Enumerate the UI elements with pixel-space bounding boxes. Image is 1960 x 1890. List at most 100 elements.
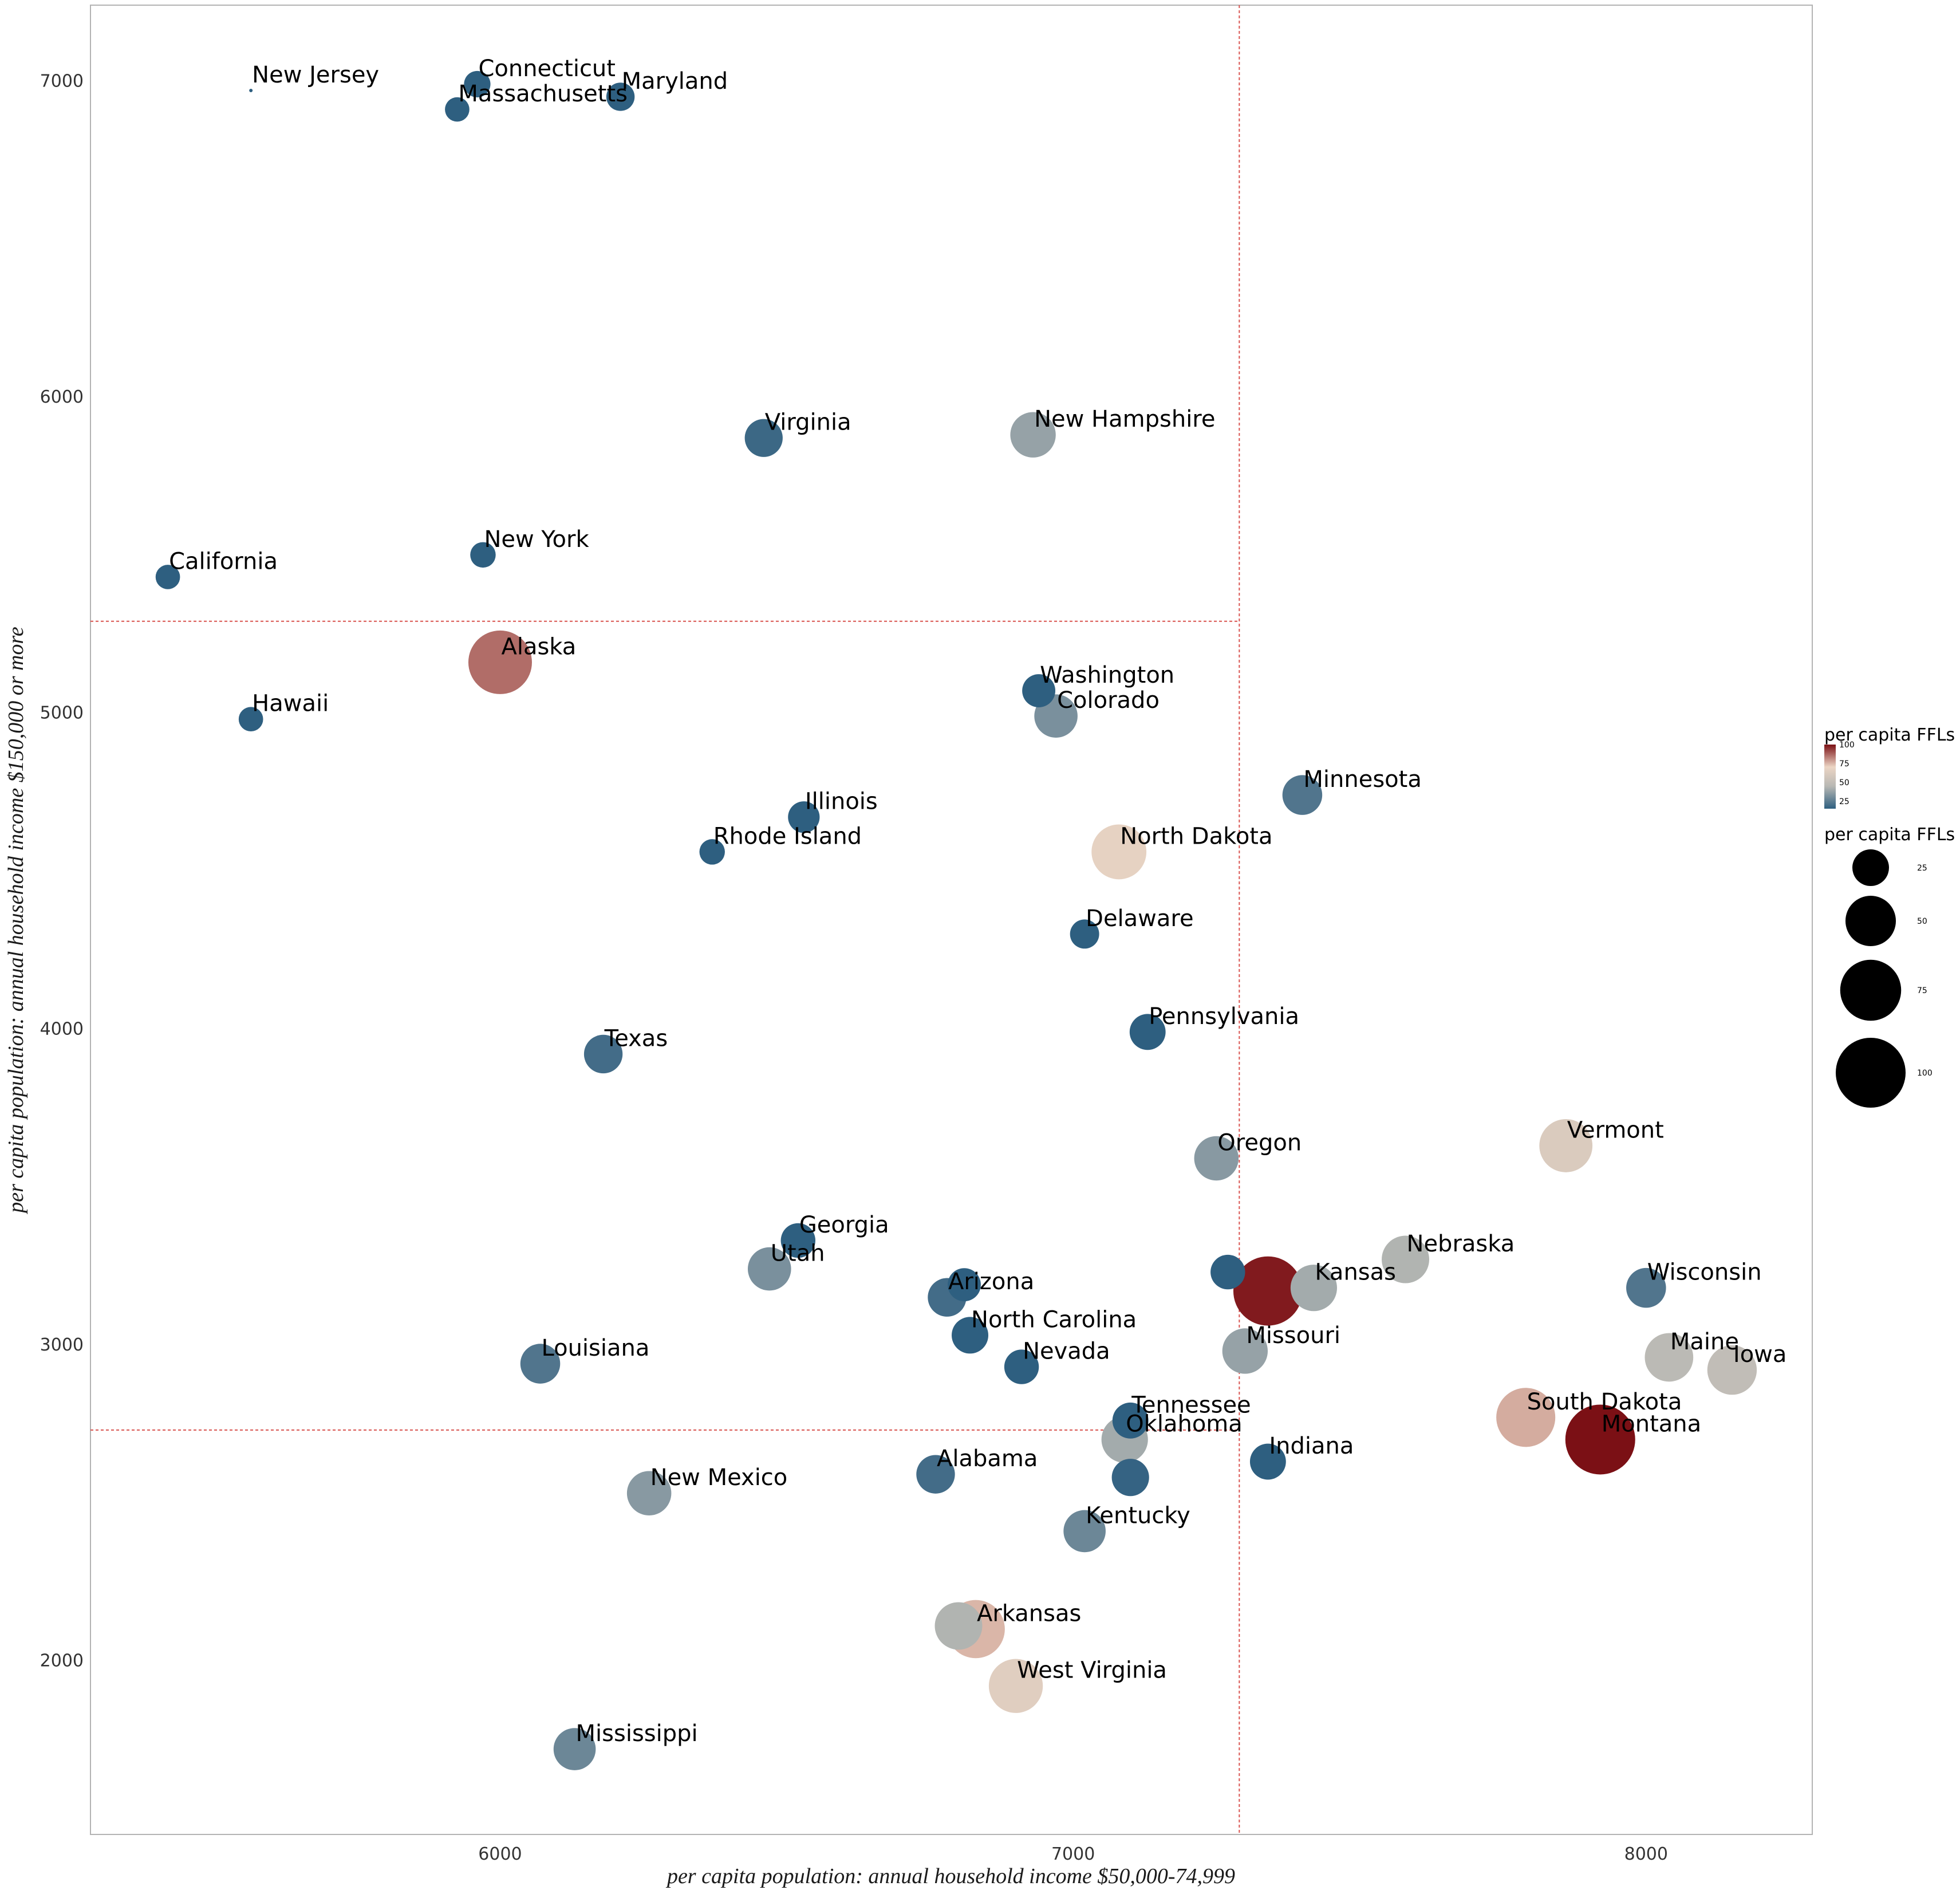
point-new-jersey xyxy=(249,88,253,92)
point-maine xyxy=(1644,1333,1694,1382)
point-rhode-island xyxy=(699,839,725,865)
label-maryland: Maryland xyxy=(622,68,728,94)
point-north-carolina xyxy=(952,1317,989,1354)
label-delaware: Delaware xyxy=(1086,905,1193,932)
label-oklahoma: Oklahoma xyxy=(1126,1411,1243,1437)
point-unlabeled-0 xyxy=(948,1268,981,1302)
label-mississippi: Mississippi xyxy=(576,1720,698,1747)
y-tick-label: 3000 xyxy=(40,1335,84,1355)
label-nebraska: Nebraska xyxy=(1407,1231,1515,1257)
point-california xyxy=(155,565,180,589)
color-legend-tick: 75 xyxy=(1839,759,1849,769)
reference-lines xyxy=(90,5,1240,1834)
label-wisconsin: Wisconsin xyxy=(1647,1259,1762,1286)
label-maine: Maine xyxy=(1670,1329,1739,1355)
point-unlabeled-3 xyxy=(1111,1459,1149,1497)
point-maryland xyxy=(606,82,635,111)
label-west-virginia: West Virginia xyxy=(1017,1657,1167,1684)
y-tick-label: 4000 xyxy=(40,1019,84,1039)
point-delaware xyxy=(1070,919,1099,949)
y-tick-label: 6000 xyxy=(40,387,84,407)
label-vermont: Vermont xyxy=(1567,1117,1664,1143)
label-georgia: Georgia xyxy=(799,1212,889,1238)
label-new-jersey: New Jersey xyxy=(252,62,379,88)
label-missouri: Missouri xyxy=(1246,1322,1340,1349)
label-washington: Washington xyxy=(1040,662,1174,688)
color-legend-bar xyxy=(1824,745,1836,809)
size-legend-tick: 100 xyxy=(1917,1069,1933,1078)
point-minnesota xyxy=(1282,775,1323,815)
point-hawaii xyxy=(238,707,263,732)
label-louisiana: Louisiana xyxy=(542,1335,650,1361)
data-labels: New Jersey ConnecticutMassachusettsMaryla… xyxy=(169,56,1787,1747)
color-legend-tick: 100 xyxy=(1839,741,1855,750)
point-nevada xyxy=(1004,1349,1039,1384)
point-new-york xyxy=(470,542,496,568)
point-illinois xyxy=(788,801,820,833)
label-nevada: Nevada xyxy=(1023,1338,1110,1365)
color-legend-ticks: 100 75 50 25 xyxy=(1839,741,1855,806)
point-utah xyxy=(747,1247,791,1291)
size-legend-title: per capita FFLs xyxy=(1824,825,1955,845)
label-california: California xyxy=(169,548,278,574)
label-connecticut: Connecticut xyxy=(478,56,616,82)
point-west-virginia xyxy=(988,1659,1043,1713)
x-tick-label: 8000 xyxy=(1624,1844,1668,1864)
point-oregon xyxy=(1194,1136,1239,1181)
point-connecticut xyxy=(464,70,491,98)
data-points xyxy=(155,70,1757,1770)
size-legend-circle xyxy=(1852,849,1889,886)
point-indiana xyxy=(1249,1443,1286,1480)
point-washington xyxy=(1022,674,1056,707)
y-axis-title: per capita population: annual household … xyxy=(4,627,28,1215)
x-tick-label: 7000 xyxy=(1051,1844,1095,1864)
point-north-dakota xyxy=(1091,824,1147,880)
label-massachusetts: Massachusetts xyxy=(458,81,628,107)
label-rhode-island: Rhode Island xyxy=(713,823,862,849)
label-texas: Texas xyxy=(604,1025,668,1052)
point-missouri xyxy=(1222,1328,1268,1374)
size-legend-circle xyxy=(1845,895,1896,947)
point-new-mexico xyxy=(626,1471,672,1515)
label-oregon: Oregon xyxy=(1217,1129,1302,1156)
point-kansas xyxy=(1290,1265,1338,1312)
point-mississippi xyxy=(553,1728,596,1770)
point-south-dakota xyxy=(1496,1388,1556,1447)
point-georgia xyxy=(780,1223,816,1258)
label-north-carolina: North Carolina xyxy=(971,1306,1137,1333)
size-legend-tick: 75 xyxy=(1917,986,1927,995)
label-minnesota: Minnesota xyxy=(1303,766,1421,793)
label-colorado: Colorado xyxy=(1057,687,1160,714)
plot-panel xyxy=(90,5,1813,1835)
label-arkansas: Arkansas xyxy=(977,1600,1081,1627)
point-pennsylvania xyxy=(1129,1014,1166,1050)
label-north-dakota: North Dakota xyxy=(1120,823,1272,849)
label-new-york: New York xyxy=(484,526,589,553)
point-montana xyxy=(1565,1404,1635,1475)
point-vermont xyxy=(1539,1119,1593,1172)
size-legend-circle xyxy=(1836,1038,1906,1108)
label-hawaii: Hawaii xyxy=(252,691,329,717)
label-indiana: Indiana xyxy=(1269,1433,1354,1459)
color-legend-tick: 50 xyxy=(1839,778,1849,788)
size-legend-circle xyxy=(1840,959,1902,1021)
size-legend-tick: 25 xyxy=(1917,864,1927,873)
axis-ticks: 6000 7000 8000 2000 3000 4000 5000 6000 7000 xyxy=(40,71,1668,1864)
point-unlabeled-4 xyxy=(934,1602,983,1650)
y-tick-label: 5000 xyxy=(40,703,84,723)
point-nebraska xyxy=(1382,1235,1430,1283)
label-utah: Utah xyxy=(771,1241,825,1267)
point-virginia xyxy=(744,419,783,457)
x-axis-title: per capita population: annual household … xyxy=(665,1864,1235,1888)
size-legend-tick: 50 xyxy=(1917,917,1927,926)
color-legend-title: per capita FFLs xyxy=(1824,725,1955,745)
y-tick-label: 7000 xyxy=(40,71,84,91)
label-pennsylvania: Pennsylvania xyxy=(1149,1003,1299,1030)
y-tick-label: 2000 xyxy=(40,1651,84,1671)
point-unlabeled-1 xyxy=(1210,1254,1245,1290)
point-tennessee xyxy=(1112,1402,1149,1439)
label-new-mexico: New Mexico xyxy=(650,1464,788,1491)
label-alabama: Alabama xyxy=(937,1446,1038,1472)
color-legend-tick: 25 xyxy=(1839,797,1849,806)
